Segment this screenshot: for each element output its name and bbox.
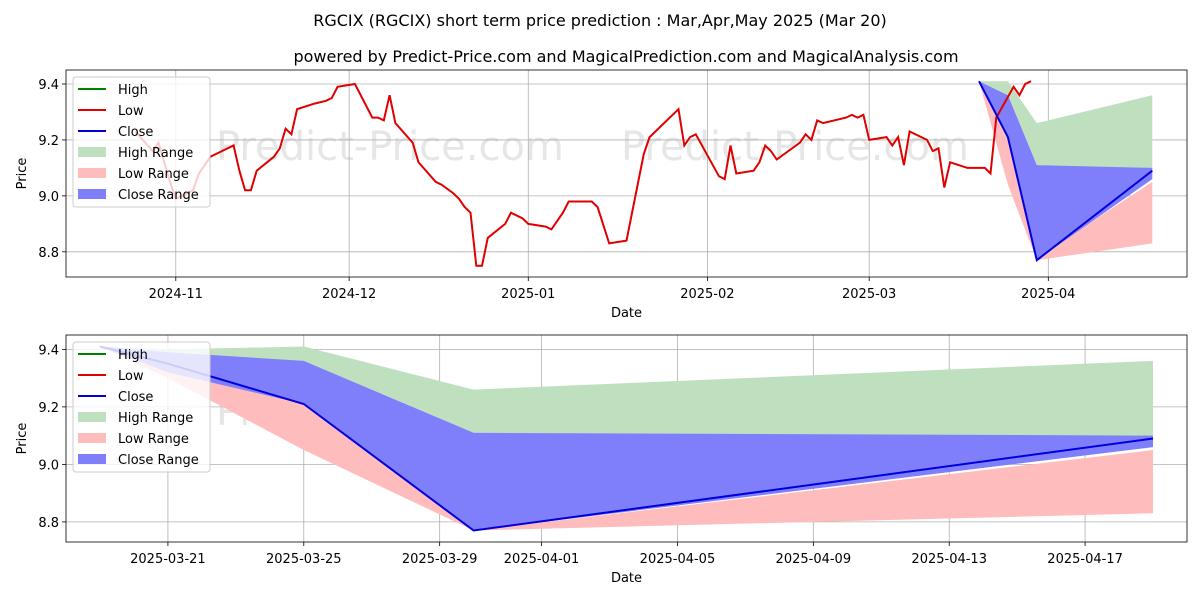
x-tick-label: 2025-03 <box>842 287 896 302</box>
plot-area <box>134 80 1153 267</box>
plot-frame <box>65 334 1188 543</box>
legend-label: Close <box>118 125 153 140</box>
close-forecast-line <box>978 80 1153 262</box>
x-tick-label: 2025-04-17 <box>1047 552 1123 567</box>
legend-swatch-patch <box>78 412 106 422</box>
legend-label: High Range <box>118 146 193 161</box>
y-tick-label: 9.4 <box>38 78 59 93</box>
y-tick-label: 9.0 <box>38 458 59 473</box>
plot-frame <box>65 69 1188 278</box>
legend: High Low Close High Range Low Range Close Ran… <box>72 341 211 473</box>
legend-label: Low <box>118 369 144 384</box>
watermark-text: Predict-Price.com <box>216 124 564 170</box>
legend-swatch-patch <box>78 147 106 157</box>
x-tick-label: 2025-04-13 <box>911 552 987 567</box>
low-price-line <box>134 80 1032 267</box>
low-range-band <box>979 81 1153 261</box>
y-tick-label: 9.2 <box>38 134 59 149</box>
x-tick-label: 2024-11 <box>149 287 203 302</box>
y-axis-label: Price <box>15 158 30 190</box>
legend-swatch-patch <box>78 433 106 443</box>
top-chart-panel: Predict-Price.com Predict-Price.com2024-1… <box>15 69 1188 321</box>
legend-swatch-patch <box>78 168 106 178</box>
legend-label: Close <box>118 390 153 405</box>
legend: High Low Close High Range Low Range Close Ran… <box>72 76 211 208</box>
plot-area <box>99 345 1154 532</box>
y-tick-label: 8.8 <box>38 246 59 261</box>
x-tick-label: 2025-03-25 <box>266 552 342 567</box>
y-tick-label: 8.8 <box>38 516 59 531</box>
close-range-band <box>100 346 1153 531</box>
y-tick-label: 9.0 <box>38 190 59 205</box>
chart-subtitle: powered by Predict-Price.com and Magical… <box>293 47 958 66</box>
chart-title: RGCIX (RGCIX) short term price predictio… <box>313 11 887 30</box>
x-tick-label: 2025-03-29 <box>402 552 478 567</box>
y-tick-label: 9.2 <box>38 401 59 416</box>
legend-label: Low <box>118 104 144 119</box>
x-tick-label: 2024-12 <box>322 287 376 302</box>
legend-label: Low Range <box>118 167 189 182</box>
x-tick-label: 2025-04-09 <box>776 552 852 567</box>
legend-label: Low Range <box>118 432 189 447</box>
legend-swatch-patch <box>78 189 106 199</box>
x-tick-label: 2025-01 <box>501 287 555 302</box>
y-tick-label: 9.4 <box>38 343 59 358</box>
legend-label: Close Range <box>118 188 199 203</box>
legend-swatch-patch <box>78 454 106 464</box>
legend-box <box>72 76 211 208</box>
x-axis-label: Date <box>611 306 642 321</box>
x-tick-label: 2025-04-05 <box>640 552 716 567</box>
bottom-chart-panel: Predict-Price.comPredict-Price.com2025-0… <box>15 334 1188 586</box>
legend-label: High Range <box>118 411 193 426</box>
x-axis-label: Date <box>611 571 642 586</box>
legend-label: Close Range <box>118 453 199 468</box>
high-range-band <box>979 81 1153 171</box>
x-tick-label: 2025-04-01 <box>504 552 580 567</box>
x-tick-label: 2025-02 <box>680 287 734 302</box>
low-range-band <box>100 346 1153 531</box>
legend-label: High <box>118 348 148 363</box>
x-tick-label: 2025-03-21 <box>130 552 206 567</box>
y-axis-label: Price <box>15 423 30 455</box>
legend-label: High <box>118 83 148 98</box>
legend-box <box>72 341 211 473</box>
high-range-band <box>100 346 1153 439</box>
close-range-band <box>979 81 1153 261</box>
x-tick-label: 2025-04 <box>1021 287 1075 302</box>
